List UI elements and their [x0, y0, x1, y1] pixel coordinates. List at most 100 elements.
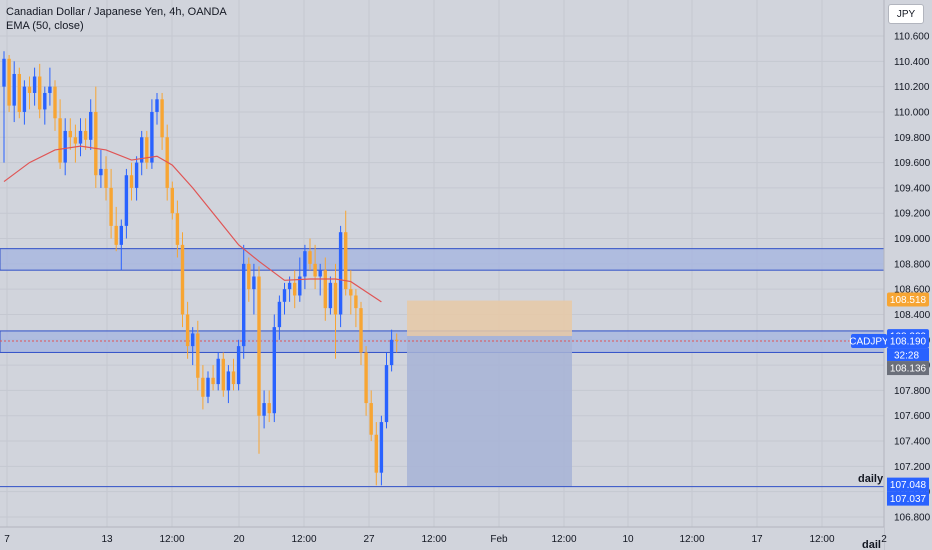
price-tick-label: 108.800: [894, 259, 931, 270]
candle-up: [155, 99, 159, 112]
candle-up: [89, 111, 93, 140]
candle-down: [109, 187, 113, 226]
candle-up: [43, 92, 47, 110]
candle-down: [349, 289, 353, 296]
candle-up: [318, 270, 322, 277]
candle-down: [333, 282, 338, 315]
candle-up: [303, 251, 307, 277]
candle-down: [185, 314, 190, 347]
price-tick-label: 106.800: [894, 513, 931, 524]
candle-down: [201, 377, 205, 397]
time-tick-label: 12:00: [291, 534, 316, 545]
candle-up: [272, 327, 276, 414]
candle-down: [323, 270, 327, 309]
candle-down: [170, 187, 174, 214]
candle-down: [267, 403, 271, 414]
candle-down: [374, 434, 378, 473]
candle-up: [134, 162, 139, 188]
price-tick-label: 110.600: [894, 32, 930, 43]
candle-down: [395, 339, 399, 342]
candle-down: [58, 118, 62, 163]
time-tick-label: Feb: [490, 534, 508, 545]
candle-down: [68, 130, 72, 138]
indicator-label: EMA (50, close): [6, 20, 84, 32]
support-resistance-zone[interactable]: [0, 248, 885, 271]
currency-button[interactable]: JPY: [888, 4, 924, 24]
price-tick-label: 109.200: [894, 209, 931, 220]
candle-down: [364, 352, 368, 404]
candle-down: [175, 213, 180, 245]
candle-up: [389, 339, 394, 366]
candle-down: [221, 358, 225, 391]
price-label-daily-bg: [887, 477, 929, 492]
candle-up: [22, 86, 27, 112]
position-target-zone[interactable]: [407, 300, 572, 336]
candle-down: [196, 333, 200, 378]
candle-down: [257, 276, 261, 416]
time-axis[interactable]: [0, 527, 884, 550]
time-tick-label: 12:00: [679, 534, 704, 545]
time-tick-label: 10: [622, 534, 634, 545]
candle-up: [384, 365, 389, 423]
candle-down: [344, 232, 348, 290]
candle-up: [379, 422, 384, 473]
candle-up: [252, 276, 256, 290]
time-tick-label: 13: [101, 534, 113, 545]
candle-down: [94, 111, 98, 176]
time-tick-label: 2: [881, 534, 887, 545]
price-label-current: 108.190: [890, 337, 927, 348]
price-tick-label: 107.400: [894, 437, 931, 448]
ema-line: [3, 145, 382, 303]
candle-up: [99, 168, 103, 176]
candle-down: [231, 371, 236, 385]
candle-up: [78, 130, 83, 144]
symbol-price-tag: CADJPY: [849, 337, 889, 348]
price-tick-label: 109.000: [894, 234, 931, 245]
candle-up: [191, 333, 195, 347]
position-stop-zone[interactable]: [407, 335, 572, 487]
candle-up: [242, 263, 246, 347]
countdown-label: 32:28: [894, 351, 919, 362]
candle-up: [226, 371, 231, 391]
candle-up: [262, 403, 266, 416]
price-label-zone-bottom: 108.136: [890, 364, 927, 375]
price-label-zone-bottom-bg: [887, 361, 929, 376]
candle-up: [282, 289, 287, 302]
price-label-daily: 107.037: [890, 494, 927, 505]
price-axis[interactable]: [884, 0, 932, 550]
candle-down: [7, 58, 11, 106]
candle-up: [150, 111, 154, 163]
candle-down: [359, 308, 363, 353]
candle-down: [180, 244, 185, 315]
candle-up: [216, 358, 220, 385]
daily-line-label: daily: [858, 473, 884, 485]
candle-down: [53, 86, 57, 119]
candle-down: [354, 295, 358, 309]
daily-line-label-partial: dail: [862, 539, 881, 550]
candle-down: [369, 403, 373, 435]
candle-down: [114, 225, 118, 245]
candle-up: [124, 175, 129, 226]
candle-up: [119, 225, 123, 245]
candle-down: [145, 137, 149, 163]
price-label-target: 108.518: [890, 295, 927, 306]
candle-down: [17, 73, 21, 112]
candle-up: [287, 282, 292, 290]
candle-up: [277, 301, 282, 328]
time-tick-label: 7: [4, 534, 10, 545]
price-tick-label: 107.800: [894, 386, 931, 397]
price-tick-label: 108.600: [894, 285, 931, 296]
candle-up: [48, 86, 52, 93]
price-tick-label: 109.400: [894, 183, 931, 194]
candle-down: [160, 99, 164, 138]
candle-up: [32, 76, 37, 93]
price-label-current-bg: [887, 334, 929, 349]
candle-up: [338, 232, 343, 315]
symbol-title: Canadian Dollar / Japanese Yen, 4h, OAND…: [6, 6, 227, 18]
price-tick-label: 109.800: [894, 133, 931, 144]
candle-up: [206, 377, 210, 397]
candle-down: [247, 263, 251, 290]
price-tick-label: 107.600: [894, 411, 931, 422]
